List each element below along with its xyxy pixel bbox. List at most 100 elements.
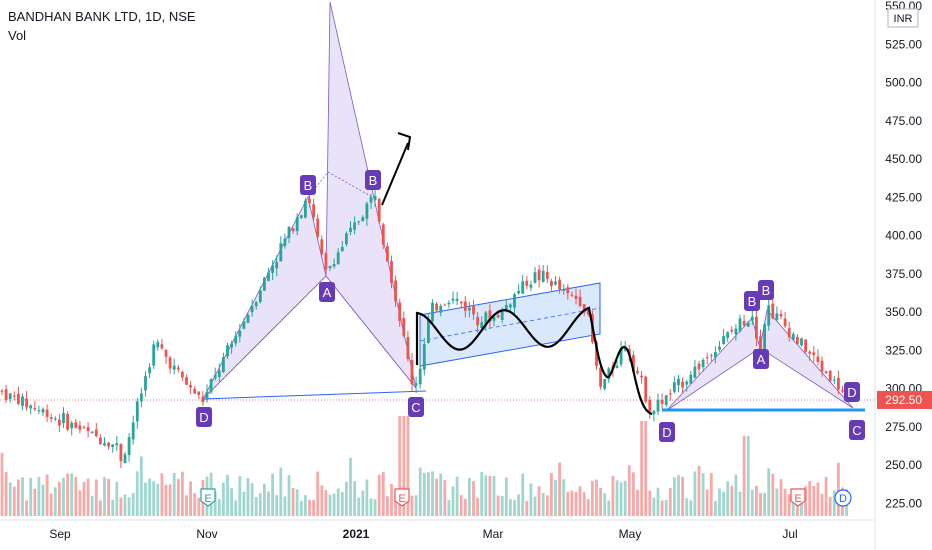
candle-body xyxy=(53,418,57,420)
pattern-point-marker: D xyxy=(196,407,212,427)
candle-body xyxy=(783,318,787,327)
volume-bar xyxy=(4,471,8,516)
candle-body xyxy=(94,429,98,437)
candle-body xyxy=(742,321,746,326)
volume-bar xyxy=(562,479,566,516)
volume-bar xyxy=(578,486,582,516)
candle-body xyxy=(287,226,291,238)
volume-bar xyxy=(783,488,787,516)
candle-body xyxy=(574,295,578,299)
candle-body xyxy=(193,389,197,394)
volume-bar xyxy=(660,500,664,516)
candle-body xyxy=(29,405,33,409)
marker-label: D xyxy=(662,425,671,440)
volume-bar xyxy=(545,495,549,516)
pattern-dashed-1 xyxy=(202,275,417,400)
candle-body xyxy=(705,357,709,359)
volume-bar xyxy=(652,497,656,516)
candle-body xyxy=(299,215,303,219)
candle-body xyxy=(755,316,758,339)
volume-bar xyxy=(472,481,475,516)
y-tick-label: 400.00 xyxy=(885,229,922,243)
candle-body xyxy=(820,360,824,372)
candle-body xyxy=(238,330,242,337)
volume-bar xyxy=(824,476,828,516)
candle-body xyxy=(111,444,115,447)
volume-bar xyxy=(123,494,127,516)
volume-bar xyxy=(697,466,701,516)
candle-body xyxy=(513,294,516,308)
marker-bg xyxy=(758,280,774,300)
volume-bar xyxy=(152,481,156,516)
volume-bar xyxy=(673,477,676,516)
x-tick-label: Sep xyxy=(49,527,71,541)
y-tick-label: 475.00 xyxy=(885,114,922,128)
y-tick-label: 350.00 xyxy=(885,305,922,319)
volume-bar xyxy=(431,471,434,516)
candle-body xyxy=(410,360,414,385)
volume-bar xyxy=(410,495,414,516)
candle-body xyxy=(365,203,369,219)
volume-bar xyxy=(488,475,492,516)
volume-bar xyxy=(230,488,233,516)
candle-body xyxy=(418,368,422,385)
candle-body xyxy=(45,409,49,417)
candle-body xyxy=(291,228,295,232)
candle-body xyxy=(718,346,721,350)
candle-body xyxy=(267,272,270,281)
x-tick-label: May xyxy=(619,527,642,541)
volume-bar xyxy=(398,416,402,516)
marker-label: A xyxy=(757,352,766,367)
y-tick-label: 500.00 xyxy=(885,76,922,90)
candle-body xyxy=(554,281,557,285)
candle-body xyxy=(70,422,74,429)
volume-bar xyxy=(439,473,443,516)
candle-body xyxy=(660,400,664,404)
candle-body xyxy=(328,265,332,269)
candle-body xyxy=(107,442,110,447)
volume-bar xyxy=(722,491,725,516)
marker-label: B xyxy=(369,173,378,188)
pattern-point-marker: B xyxy=(744,291,760,311)
last-price-label: 292.50 xyxy=(885,393,922,407)
volume-bar xyxy=(258,493,262,516)
candle-body xyxy=(738,318,742,332)
currency-label: INR xyxy=(894,13,913,25)
candle-body xyxy=(406,336,410,359)
candle-body xyxy=(689,374,693,384)
symbol-title: BANDHAN BANK LTD, 1D, NSE xyxy=(8,9,196,24)
marker-bg xyxy=(196,407,212,427)
marker-label: B xyxy=(748,294,757,309)
candle-body xyxy=(361,217,365,222)
candle-body xyxy=(41,409,45,413)
candle-body xyxy=(373,195,377,201)
volume-bar xyxy=(254,496,258,516)
candle-body xyxy=(217,370,221,378)
candle-body xyxy=(525,280,529,286)
candle-body xyxy=(394,280,397,302)
candle-body xyxy=(627,348,631,355)
volume-bar xyxy=(541,492,545,516)
candle-body xyxy=(279,243,283,262)
candle-body xyxy=(427,318,430,344)
volume-bar xyxy=(828,497,832,516)
last-price-tag xyxy=(877,390,932,409)
candle-body xyxy=(164,349,168,357)
volume-bar xyxy=(119,497,123,516)
candle-body xyxy=(509,304,512,308)
candle-body xyxy=(181,371,184,378)
volume-bar xyxy=(656,487,660,516)
candle-body xyxy=(308,198,311,204)
candle-body xyxy=(127,437,131,455)
volume-bar xyxy=(808,481,812,516)
volume-bar xyxy=(172,472,176,516)
volume-bar xyxy=(242,491,246,516)
candle-body xyxy=(148,367,151,374)
volume-bar xyxy=(734,474,738,516)
candle-body xyxy=(726,332,730,338)
volume-bar xyxy=(82,481,86,516)
y-tick-label: 375.00 xyxy=(885,267,922,281)
candle-body xyxy=(90,431,94,434)
candle-body xyxy=(640,375,643,378)
